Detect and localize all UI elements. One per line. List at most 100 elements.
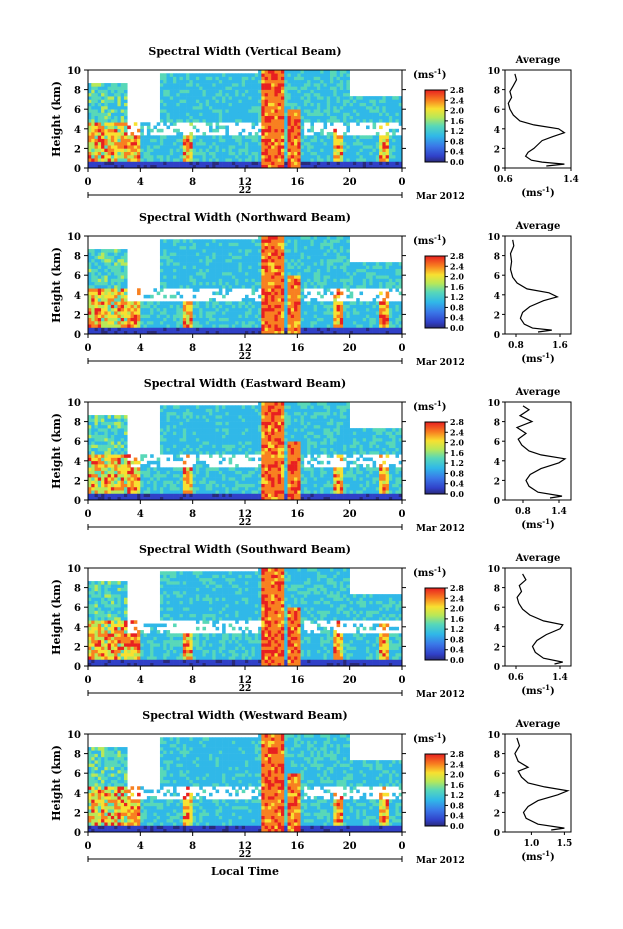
- profile-x-tick-label: 0.6: [508, 673, 524, 683]
- profile-y-tick-label: 0: [494, 829, 500, 839]
- profile-x-tick-label: 0.8: [515, 507, 531, 517]
- heatmap-cells: [88, 568, 403, 667]
- y-tick-label: 0: [74, 828, 81, 839]
- y-tick-label: 6: [74, 437, 81, 448]
- profile-y-tick-label: 10: [487, 565, 500, 575]
- colorbar-tick-label: 2.4: [450, 593, 464, 603]
- colorbar-unit: (ms-1): [413, 731, 446, 746]
- x-tick-label: 0: [85, 675, 92, 686]
- profile-x-tick-label: 1.4: [563, 175, 579, 185]
- profile-y-tick-label: 0: [494, 165, 500, 175]
- profile-x-label: (ms-1): [521, 517, 554, 532]
- y-tick-label: 6: [74, 603, 81, 614]
- colorbar: [424, 89, 446, 163]
- heatmap-cells: [88, 402, 403, 501]
- x-tick-label: 0: [85, 509, 92, 520]
- colorbar-tick-label: 0.4: [450, 479, 464, 489]
- x-tick-label: 20: [343, 509, 357, 520]
- x-tick-label: 4: [137, 509, 144, 520]
- profile-x-label: (ms-1): [521, 849, 554, 864]
- y-tick-label: 6: [74, 105, 81, 116]
- x-tick-label: 0: [399, 675, 406, 686]
- colorbar-tick-label: 2.0: [450, 106, 464, 116]
- heatmap-cells: [88, 236, 403, 335]
- profile-line: [516, 573, 564, 665]
- panel-title: Spectral Width (Vertical Beam): [148, 45, 341, 58]
- profile-title: Average: [515, 221, 561, 232]
- day-label: 22: [239, 352, 252, 362]
- day-label: 22: [239, 518, 252, 528]
- profile-y-tick-label: 10: [487, 399, 500, 409]
- profile-frame: [504, 69, 572, 169]
- colorbar-unit: (ms-1): [413, 233, 446, 248]
- profile-x-tick-label: 1.5: [557, 839, 573, 849]
- y-axis-label: Height (km): [50, 745, 63, 821]
- colorbar-tick-label: 2.8: [450, 583, 464, 593]
- colorbar: [424, 421, 446, 495]
- profile-y-tick-label: 4: [494, 624, 500, 634]
- profile-frame: [504, 401, 572, 501]
- colorbar-tick-label: 1.6: [450, 448, 464, 458]
- profile-x-tick-label: 0.6: [497, 175, 513, 185]
- y-tick-label: 6: [74, 769, 81, 780]
- profile-y-tick-label: 2: [494, 643, 500, 653]
- x-axis-label: Local Time: [211, 865, 279, 878]
- profile-y-tick-label: 6: [494, 272, 500, 282]
- profile-y-tick-label: 2: [494, 477, 500, 487]
- x-tick-label: 0: [85, 841, 92, 852]
- x-tick-label: 0: [399, 841, 406, 852]
- colorbar-tick-label: 1.6: [450, 780, 464, 790]
- x-tick-label: 8: [189, 177, 196, 188]
- x-tick-label: 4: [137, 177, 144, 188]
- profile-line: [507, 73, 566, 167]
- colorbar-unit: (ms-1): [413, 67, 446, 82]
- panel-title: Spectral Width (Eastward Beam): [144, 377, 346, 390]
- colorbar-tick-label: 0.8: [450, 302, 464, 312]
- y-tick-label: 10: [67, 730, 81, 741]
- colorbar-tick-label: 1.6: [450, 614, 464, 624]
- y-axis-label: Height (km): [50, 579, 63, 655]
- panel-title: Spectral Width (Northward Beam): [139, 211, 351, 224]
- y-tick-label: 10: [67, 66, 81, 77]
- x-tick-label: 8: [189, 841, 196, 852]
- day-label: 22: [239, 850, 252, 860]
- x-tick-label: 0: [85, 343, 92, 354]
- colorbar: [424, 255, 446, 329]
- colorbar: [424, 753, 446, 827]
- colorbar-unit: (ms-1): [413, 565, 446, 580]
- profile-y-tick-label: 10: [487, 67, 500, 77]
- y-tick-label: 2: [74, 476, 81, 487]
- x-tick-label: 4: [137, 675, 144, 686]
- heatmap-cells: [88, 734, 403, 833]
- y-tick-label: 0: [74, 662, 81, 673]
- x-tick-label: 16: [290, 675, 304, 686]
- date-label: Mar 2012: [416, 856, 465, 866]
- y-tick-label: 0: [74, 330, 81, 341]
- colorbar-tick-label: 1.2: [450, 292, 464, 302]
- colorbar-tick-label: 2.4: [450, 95, 464, 105]
- y-tick-label: 8: [74, 86, 81, 97]
- y-tick-label: 2: [74, 808, 81, 819]
- colorbar-unit: (ms-1): [413, 399, 446, 414]
- x-tick-label: 12: [238, 841, 252, 852]
- profile-frame: [504, 733, 572, 833]
- colorbar-tick-label: 0.4: [450, 147, 464, 157]
- heatmap-cells: [88, 70, 403, 169]
- profile-y-tick-label: 6: [494, 770, 500, 780]
- colorbar-tick-label: 1.2: [450, 458, 464, 468]
- panel-3: Spectral Width (Eastward Beam) 0 2 4 6 8 10 Hei…: [50, 377, 572, 534]
- profile-x-tick-label: 1.4: [552, 673, 568, 683]
- x-tick-label: 16: [290, 177, 304, 188]
- colorbar-tick-label: 0.0: [450, 489, 464, 499]
- profile-y-tick-label: 0: [494, 331, 500, 341]
- profile-x-label: (ms-1): [521, 185, 554, 200]
- profile-title: Average: [515, 55, 561, 66]
- x-tick-label: 16: [290, 841, 304, 852]
- profile-frame: [504, 235, 572, 335]
- profile-y-tick-label: 0: [494, 497, 500, 507]
- colorbar-tick-label: 1.2: [450, 624, 464, 634]
- y-tick-label: 4: [74, 125, 81, 136]
- colorbar-tick-label: 0.0: [450, 157, 464, 167]
- profile-y-tick-label: 2: [494, 809, 500, 819]
